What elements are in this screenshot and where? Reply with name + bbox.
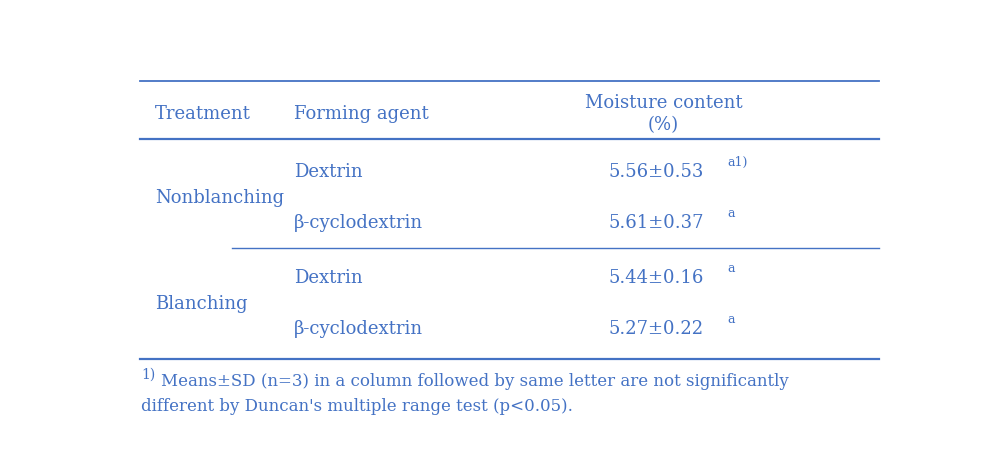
Text: Dextrin: Dextrin	[294, 269, 363, 287]
Text: Dextrin: Dextrin	[294, 163, 363, 181]
Text: different by Duncan's multiple range test (p<0.05).: different by Duncan's multiple range tes…	[141, 398, 574, 415]
Text: 5.61±0.37: 5.61±0.37	[608, 214, 704, 232]
Text: a: a	[728, 207, 735, 219]
Text: a: a	[728, 262, 735, 275]
Text: β-cyclodextrin: β-cyclodextrin	[294, 321, 422, 339]
Text: Treatment: Treatment	[155, 104, 250, 123]
Text: a: a	[728, 313, 735, 326]
Text: 1): 1)	[141, 368, 155, 382]
Text: 5.27±0.22: 5.27±0.22	[608, 321, 704, 339]
Text: Means±SD (n=3) in a column followed by same letter are not significantly: Means±SD (n=3) in a column followed by s…	[161, 373, 789, 390]
Text: Nonblanching: Nonblanching	[155, 189, 284, 207]
Text: 5.44±0.16: 5.44±0.16	[608, 269, 704, 287]
Text: a1): a1)	[728, 155, 747, 169]
Text: β-cyclodextrin: β-cyclodextrin	[294, 214, 422, 232]
Text: 5.56±0.53: 5.56±0.53	[608, 163, 704, 181]
Text: Forming agent: Forming agent	[294, 104, 428, 123]
Text: Moisture content: Moisture content	[584, 94, 743, 112]
Text: Blanching: Blanching	[155, 295, 248, 313]
Text: (%): (%)	[648, 116, 679, 133]
